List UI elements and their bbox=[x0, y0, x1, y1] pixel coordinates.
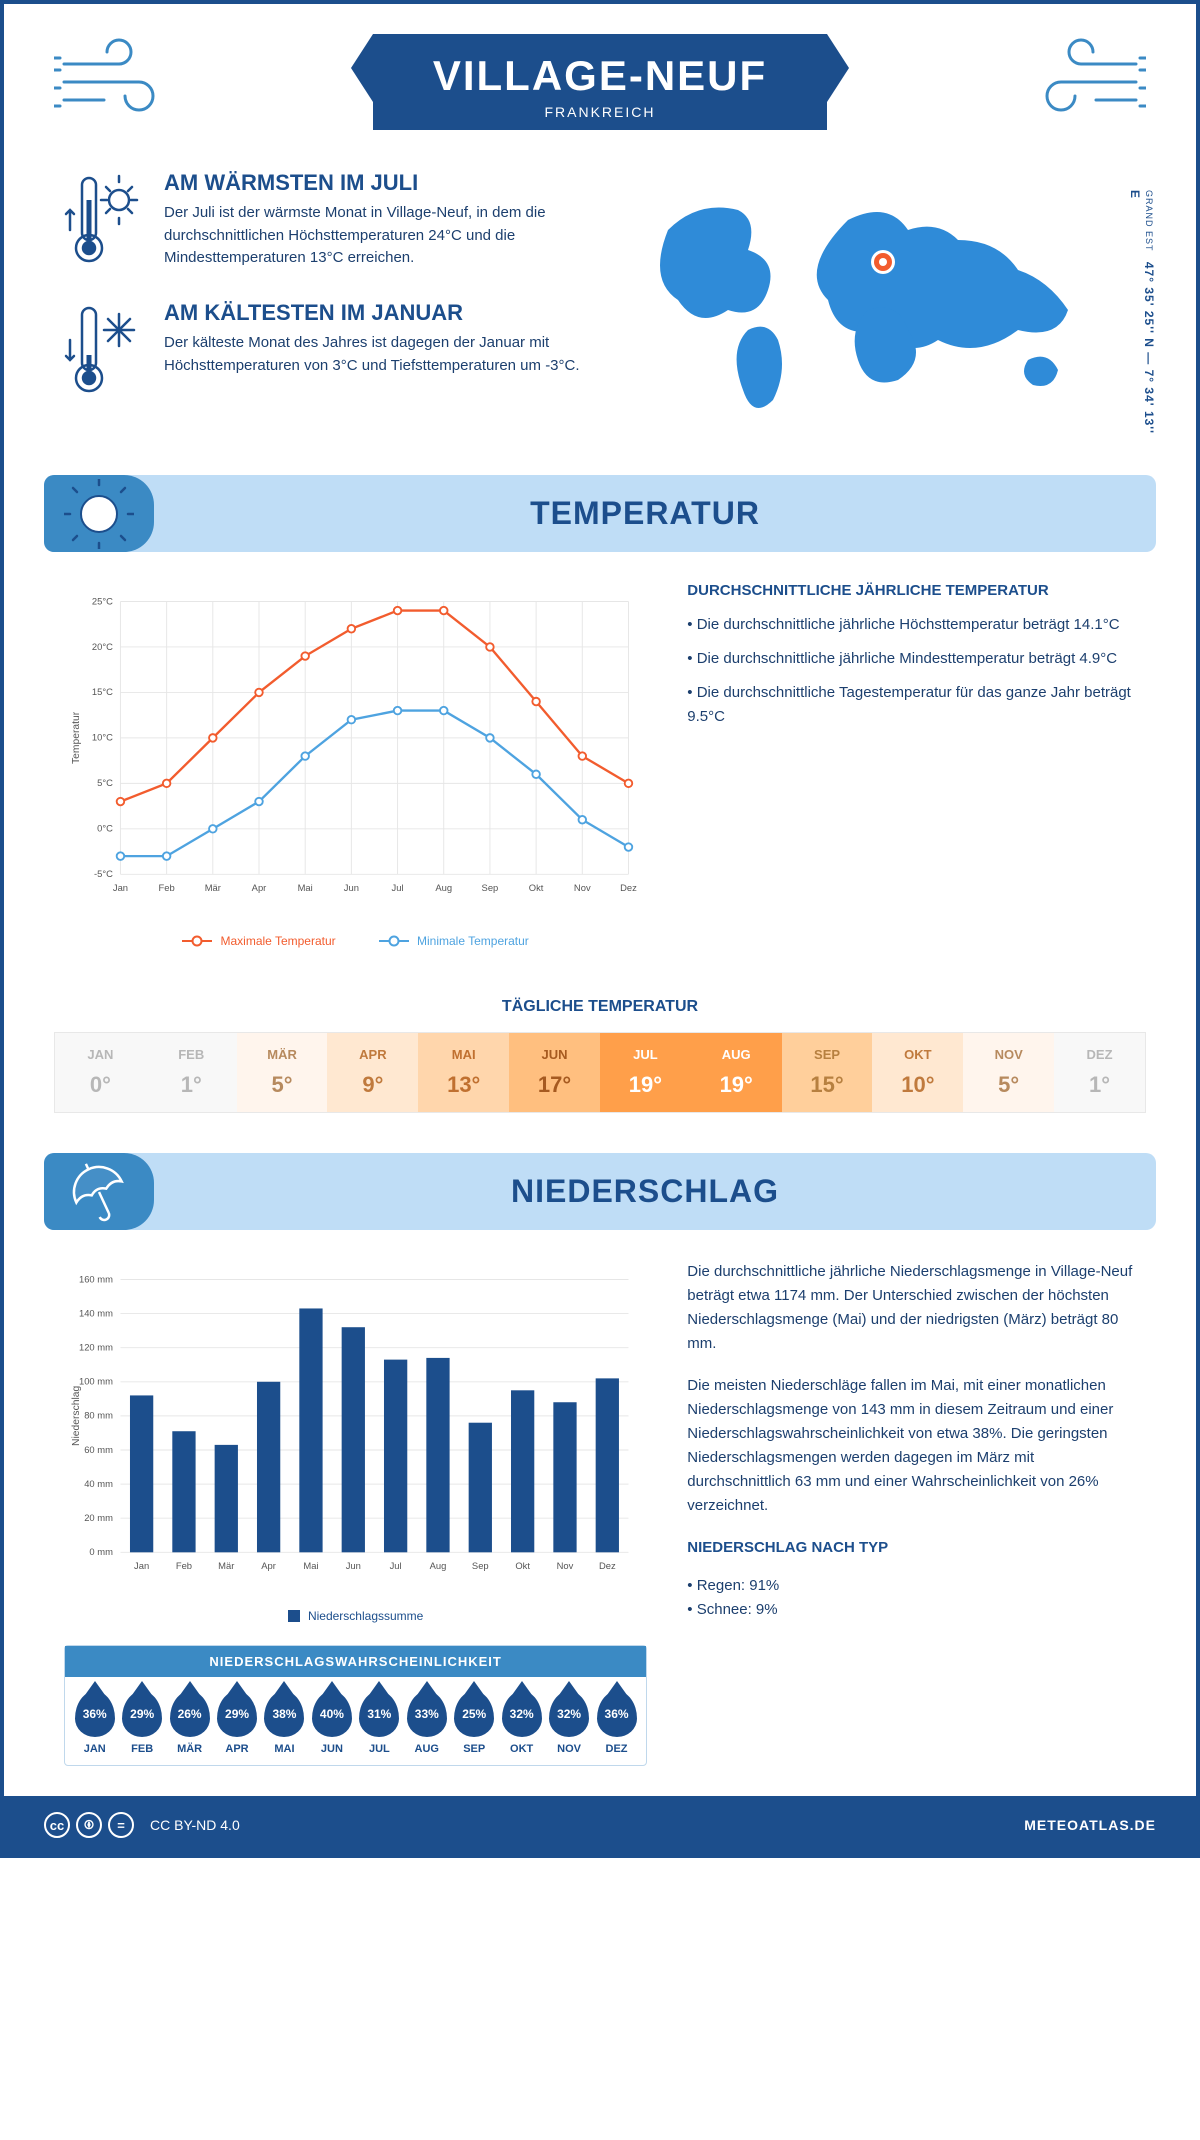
fact-warm-title: AM WÄRMSTEN IM JULI bbox=[164, 170, 580, 196]
probability-cell: 40%JUN bbox=[310, 1691, 353, 1755]
daily-temp-cell: JUL19° bbox=[600, 1033, 691, 1112]
daily-temp-title: TÄGLICHE TEMPERATUR bbox=[4, 998, 1196, 1016]
svg-text:160 mm: 160 mm bbox=[79, 1273, 113, 1284]
svg-text:Feb: Feb bbox=[176, 1560, 192, 1571]
svg-text:Apr: Apr bbox=[261, 1560, 276, 1571]
probability-cell: 29%FEB bbox=[120, 1691, 163, 1755]
svg-text:0°C: 0°C bbox=[97, 823, 113, 834]
precipitation-text: Die durchschnittliche jährliche Niedersc… bbox=[687, 1260, 1136, 1766]
probability-cell: 29%APR bbox=[215, 1691, 258, 1755]
svg-text:Nov: Nov bbox=[557, 1560, 574, 1571]
svg-text:120 mm: 120 mm bbox=[79, 1342, 113, 1353]
daily-temp-cell: MAI13° bbox=[418, 1033, 509, 1112]
svg-text:Aug: Aug bbox=[430, 1560, 447, 1571]
temperature-line-chart: -5°C 0°C 5°C 10°C 15°C 20°C 25°C Jan Feb Mär Apr Ma… bbox=[64, 582, 647, 948]
svg-text:-5°C: -5°C bbox=[94, 868, 113, 879]
fact-cold-text: Der kälteste Monat des Jahres ist dagege… bbox=[164, 332, 580, 377]
daily-temp-cell: SEP15° bbox=[782, 1033, 873, 1112]
probability-cell: 32%OKT bbox=[500, 1691, 543, 1755]
world-map bbox=[620, 170, 1136, 430]
section-banner-temperature: TEMPERATUR bbox=[44, 475, 1156, 552]
svg-text:100 mm: 100 mm bbox=[79, 1376, 113, 1387]
wind-icon bbox=[54, 34, 184, 124]
probability-cell: 25%SEP bbox=[453, 1691, 496, 1755]
page-title: VILLAGE-NEUF bbox=[433, 52, 767, 100]
daily-temp-cell: NOV5° bbox=[963, 1033, 1054, 1112]
svg-text:Dez: Dez bbox=[599, 1560, 616, 1571]
by-icon: 🅯 bbox=[76, 1812, 102, 1838]
wind-icon bbox=[1016, 34, 1146, 124]
svg-text:60 mm: 60 mm bbox=[84, 1444, 113, 1455]
svg-text:140 mm: 140 mm bbox=[79, 1307, 113, 1318]
svg-text:Jun: Jun bbox=[346, 1560, 361, 1571]
fact-cold-title: AM KÄLTESTEN IM JANUAR bbox=[164, 300, 580, 326]
svg-text:20°C: 20°C bbox=[92, 641, 113, 652]
svg-text:Jan: Jan bbox=[113, 882, 128, 893]
svg-text:0 mm: 0 mm bbox=[89, 1546, 113, 1557]
probability-cell: 26%MÄR bbox=[168, 1691, 211, 1755]
svg-text:Mär: Mär bbox=[205, 882, 221, 893]
svg-text:Mai: Mai bbox=[298, 882, 313, 893]
svg-text:Temperatur: Temperatur bbox=[71, 711, 82, 764]
daily-temp-cell: MÄR5° bbox=[237, 1033, 328, 1112]
daily-temp-cell: JAN0° bbox=[55, 1033, 146, 1112]
svg-text:Jul: Jul bbox=[390, 1560, 402, 1571]
probability-cell: 33%AUG bbox=[405, 1691, 448, 1755]
temperature-info: DURCHSCHNITTLICHE JÄHRLICHE TEMPERATUR •… bbox=[687, 582, 1136, 948]
daily-temp-cell: APR9° bbox=[327, 1033, 418, 1112]
probability-cell: 36%DEZ bbox=[595, 1691, 638, 1755]
svg-text:Jul: Jul bbox=[392, 882, 404, 893]
svg-text:Mai: Mai bbox=[303, 1560, 318, 1571]
daily-temp-table: JAN0°FEB1°MÄR5°APR9°MAI13°JUN17°JUL19°AU… bbox=[54, 1032, 1146, 1113]
svg-text:Mär: Mär bbox=[218, 1560, 234, 1571]
svg-text:15°C: 15°C bbox=[92, 686, 113, 697]
svg-text:Dez: Dez bbox=[620, 882, 637, 893]
daily-temp-cell: AUG19° bbox=[691, 1033, 782, 1112]
probability-cell: 31%JUL bbox=[358, 1691, 401, 1755]
daily-temp-cell: OKT10° bbox=[872, 1033, 963, 1112]
daily-temp-cell: DEZ1° bbox=[1054, 1033, 1145, 1112]
thermometer-cold-icon bbox=[64, 300, 144, 400]
header: VILLAGE-NEUF FRANKREICH bbox=[4, 4, 1196, 150]
svg-text:Okt: Okt bbox=[515, 1560, 530, 1571]
fact-warmest: AM WÄRMSTEN IM JULI Der Juli ist der wär… bbox=[64, 170, 580, 270]
footer: cc 🅯 = CC BY-ND 4.0 METEOATLAS.DE bbox=[4, 1796, 1196, 1854]
precipitation-bar-chart: 0 mm 20 mm 40 mm 60 mm 80 mm 100 mm 120 mm 140 … bbox=[64, 1260, 647, 1625]
coordinates: GRAND EST 47° 35' 25'' N — 7° 34' 13'' E bbox=[1128, 190, 1156, 435]
svg-text:Jan: Jan bbox=[134, 1560, 149, 1571]
svg-text:Feb: Feb bbox=[159, 882, 175, 893]
svg-text:Aug: Aug bbox=[435, 882, 452, 893]
probability-cell: 36%JAN bbox=[73, 1691, 116, 1755]
svg-text:Okt: Okt bbox=[529, 882, 544, 893]
probability-cell: 32%NOV bbox=[547, 1691, 590, 1755]
fact-coldest: AM KÄLTESTEN IM JANUAR Der kälteste Mona… bbox=[64, 300, 580, 400]
cc-license: cc 🅯 = CC BY-ND 4.0 bbox=[44, 1812, 240, 1838]
svg-text:Niederschlag: Niederschlag bbox=[71, 1385, 82, 1446]
svg-text:25°C: 25°C bbox=[92, 595, 113, 606]
title-banner: VILLAGE-NEUF FRANKREICH bbox=[373, 34, 827, 130]
page-subtitle: FRANKREICH bbox=[433, 104, 767, 120]
svg-text:10°C: 10°C bbox=[92, 732, 113, 743]
daily-temp-cell: JUN17° bbox=[509, 1033, 600, 1112]
svg-text:Sep: Sep bbox=[482, 882, 499, 893]
section-banner-precipitation: NIEDERSCHLAG bbox=[44, 1153, 1156, 1230]
thermometer-hot-icon bbox=[64, 170, 144, 270]
svg-text:5°C: 5°C bbox=[97, 777, 113, 788]
sun-icon bbox=[44, 475, 154, 552]
svg-text:Nov: Nov bbox=[574, 882, 591, 893]
svg-text:40 mm: 40 mm bbox=[84, 1478, 113, 1489]
svg-text:20 mm: 20 mm bbox=[84, 1512, 113, 1523]
site-name: METEOATLAS.DE bbox=[1024, 1817, 1156, 1833]
cc-icon: cc bbox=[44, 1812, 70, 1838]
daily-temp-cell: FEB1° bbox=[146, 1033, 237, 1112]
svg-text:Sep: Sep bbox=[472, 1560, 489, 1571]
svg-text:Apr: Apr bbox=[252, 882, 267, 893]
svg-text:Jun: Jun bbox=[344, 882, 359, 893]
umbrella-icon bbox=[44, 1153, 154, 1230]
probability-cell: 38%MAI bbox=[263, 1691, 306, 1755]
svg-text:80 mm: 80 mm bbox=[84, 1410, 113, 1421]
precipitation-probability: NIEDERSCHLAGSWAHRSCHEINLICHKEIT 36%JAN29… bbox=[64, 1645, 647, 1766]
fact-warm-text: Der Juli ist der wärmste Monat in Villag… bbox=[164, 202, 580, 270]
nd-icon: = bbox=[108, 1812, 134, 1838]
